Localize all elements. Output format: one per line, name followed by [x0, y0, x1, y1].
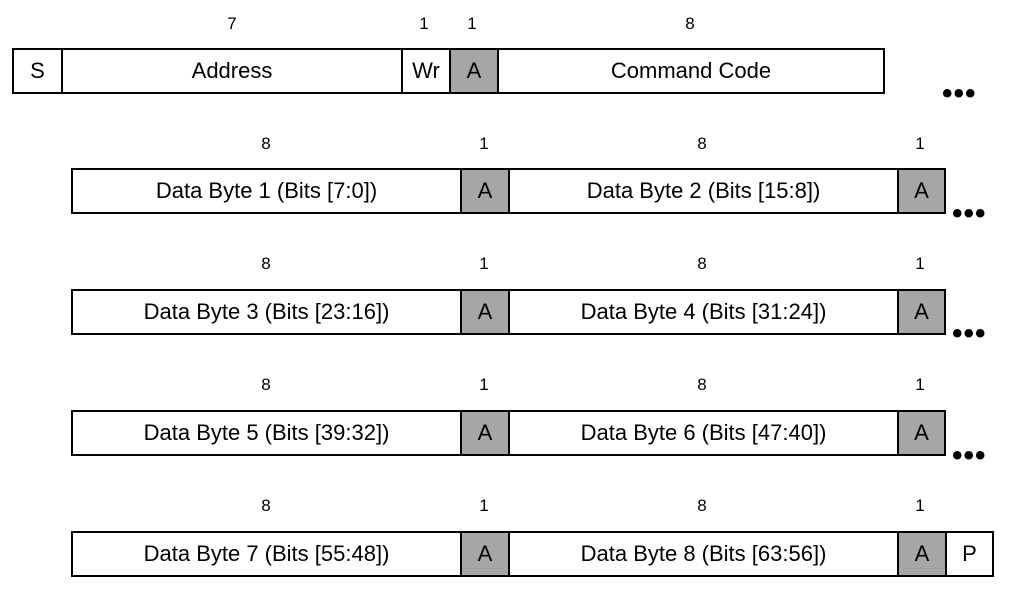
data-byte-cell: Data Byte 6 (Bits [47:40]) [510, 412, 899, 454]
ack-cell: A [899, 291, 944, 333]
bit-count-wr: 1 [419, 14, 429, 33]
bit-count-ack: 1 [479, 496, 489, 515]
data-byte-cell: Data Byte 4 (Bits [31:24]) [510, 291, 899, 333]
ack-cell: A [899, 412, 944, 454]
bit-count-data-byte: 8 [697, 496, 707, 515]
data-byte-cell: Data Byte 2 (Bits [15:8]) [510, 170, 899, 212]
data-byte-cell: Data Byte 7 (Bits [55:48]) [73, 533, 462, 575]
ack-cell: A [451, 50, 499, 92]
data-byte-cell: Data Byte 5 (Bits [39:32]) [73, 412, 462, 454]
bit-count-ack: 1 [915, 496, 925, 515]
bit-count-command-code: 8 [685, 14, 695, 33]
bit-count-ack: 1 [467, 14, 477, 33]
data-byte-cell: Data Byte 8 (Bits [63:56]) [510, 533, 899, 575]
frame-row-data-4: Data Byte 7 (Bits [55:48]) A Data Byte 8… [71, 531, 994, 577]
ack-cell: A [899, 170, 944, 212]
bit-count-ack: 1 [915, 134, 925, 153]
bit-count-data-byte: 8 [261, 134, 271, 153]
bit-count-data-byte: 8 [697, 134, 707, 153]
ack-cell: A [462, 412, 510, 454]
stop-cell: P [962, 541, 977, 566]
start-cell: S [14, 50, 63, 92]
ack-cell: A [899, 533, 947, 575]
bit-count-data-byte: 8 [261, 254, 271, 273]
bit-count-address: 7 [227, 14, 237, 33]
bit-count-ack: 1 [479, 134, 489, 153]
bit-count-ack: 1 [479, 254, 489, 273]
command-code-cell: Command Code [610, 58, 772, 83]
frame-row-data-3: Data Byte 5 (Bits [39:32]) A Data Byte 6… [71, 410, 946, 456]
bit-count-ack: 1 [479, 375, 489, 394]
bit-count-ack: 1 [915, 375, 925, 394]
bit-count-data-byte: 8 [261, 375, 271, 394]
bit-count-data-byte: 8 [261, 496, 271, 515]
continuation-dots: ••• [952, 317, 987, 350]
bit-count-data-byte: 8 [697, 254, 707, 273]
bit-count-data-byte: 8 [697, 375, 707, 394]
write-bit-cell: Wr [403, 50, 451, 92]
ack-cell: A [462, 170, 510, 212]
bit-count-ack: 1 [915, 254, 925, 273]
frame-row-data-2: Data Byte 3 (Bits [23:16]) A Data Byte 4… [71, 289, 946, 335]
data-byte-cell: Data Byte 1 (Bits [7:0]) [73, 170, 462, 212]
frame-row-data-1: Data Byte 1 (Bits [7:0]) A Data Byte 2 (… [71, 168, 946, 214]
continuation-dots: ••• [942, 77, 977, 110]
ack-cell: A [462, 533, 510, 575]
data-byte-cell: Data Byte 3 (Bits [23:16]) [73, 291, 462, 333]
ack-cell: A [462, 291, 510, 333]
frame-row-address: S Address Wr A Command Code [12, 48, 885, 94]
address-cell: Address [63, 50, 403, 92]
continuation-dots: ••• [952, 197, 987, 230]
continuation-dots: ••• [952, 439, 987, 472]
